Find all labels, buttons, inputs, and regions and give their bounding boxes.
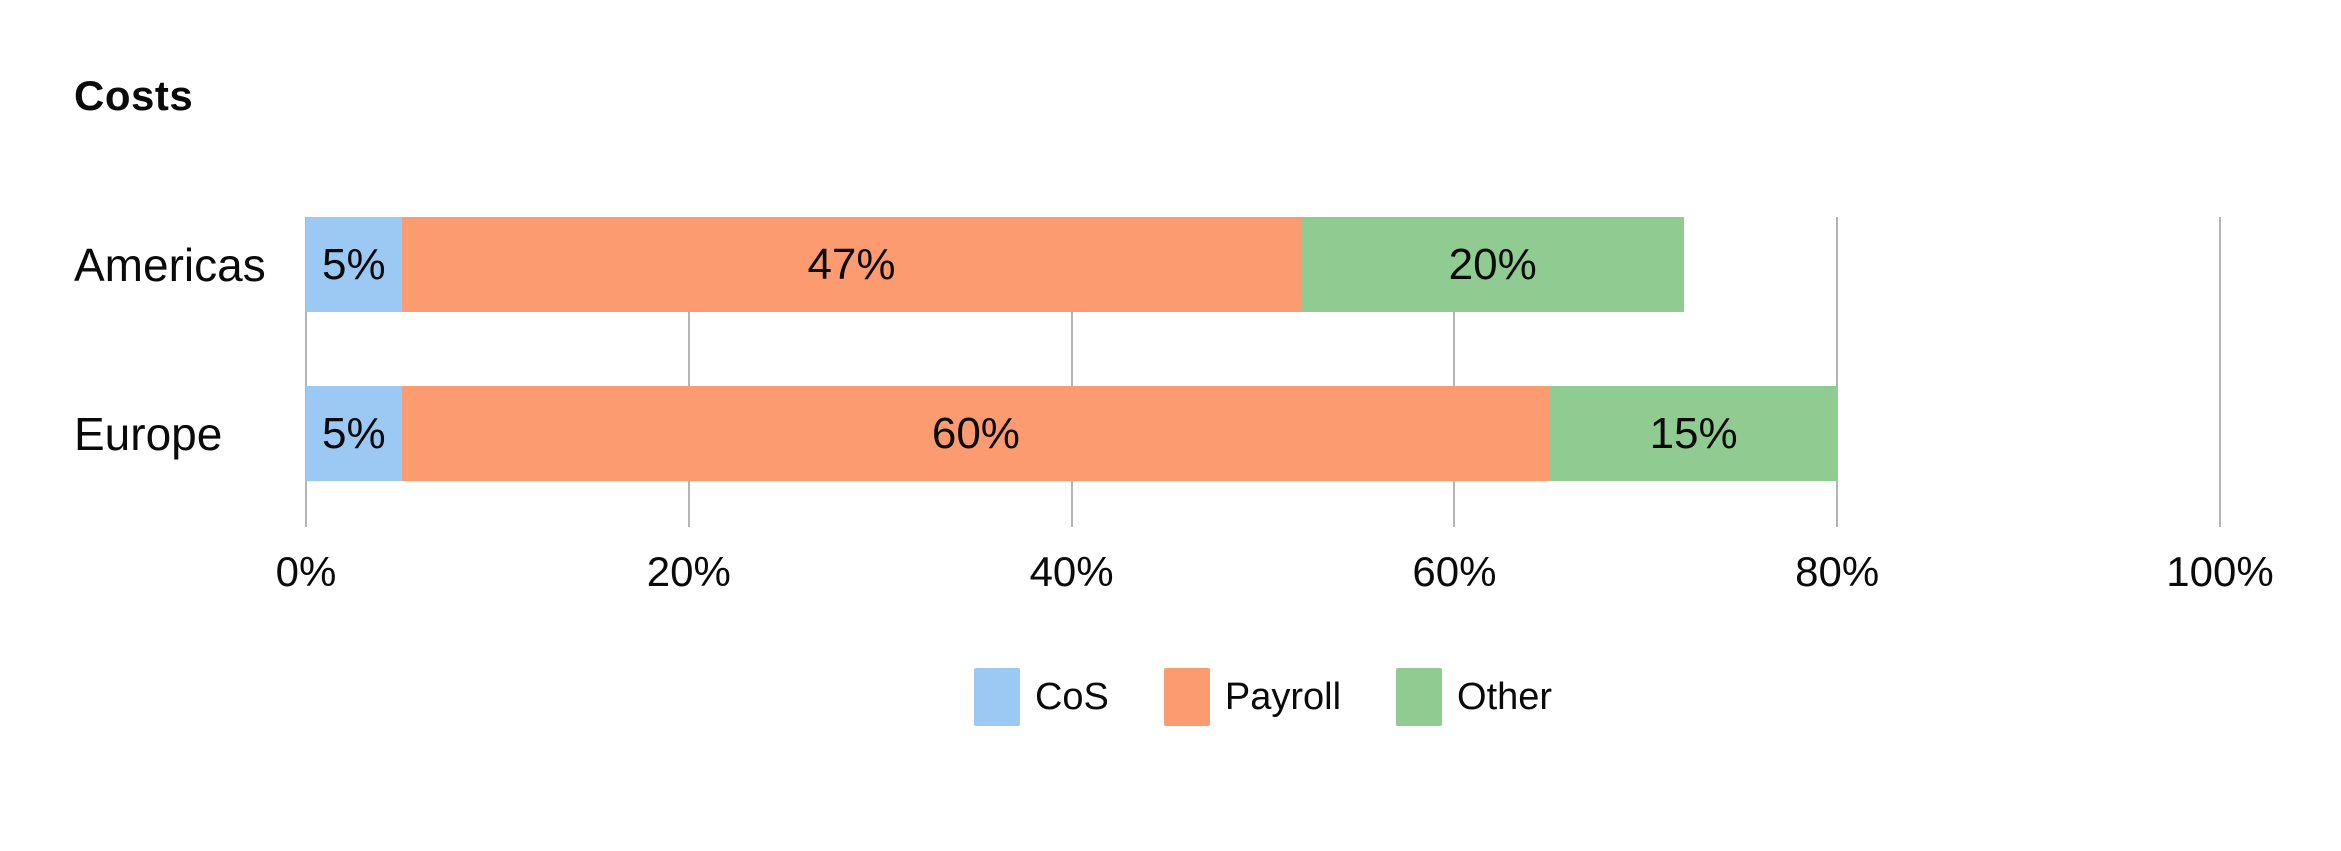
bar-segment-label: 15%: [1649, 408, 1738, 458]
bar-segment-europe-payroll: 60%: [401, 386, 1551, 481]
bar-segment-label: 5%: [322, 239, 386, 289]
x-axis-tick-label-80: 80%: [1795, 548, 1880, 595]
legend-label-other: Other: [1457, 675, 1553, 718]
x-axis-tick-label-20: 20%: [646, 548, 731, 595]
legend-item-other: Other: [1396, 668, 1552, 726]
gridline-0: [305, 217, 307, 527]
legend-label-cos: CoS: [1034, 675, 1109, 718]
bar-segment-label: 60%: [931, 408, 1020, 458]
gridline-60: [1453, 217, 1456, 527]
gridline-100: [2219, 217, 2221, 527]
legend-label-payroll: Payroll: [1224, 675, 1342, 718]
bar-segment-americas-cos: 5%: [306, 217, 402, 312]
x-axis-tick-label-60: 60%: [1412, 548, 1497, 595]
category-label-europe: Europe: [74, 407, 223, 460]
gridline-40: [1070, 217, 1073, 527]
bar-segment-americas-other: 20%: [1301, 217, 1685, 312]
bar-segment-label: 20%: [1448, 239, 1537, 289]
legend-swatch-payroll: [1163, 668, 1210, 726]
bar-row-americas: 5% 47% 20%: [306, 217, 2220, 312]
bar-row-europe: 5% 60% 15%: [306, 386, 2220, 481]
gridline-20: [687, 217, 690, 527]
x-axis-tick-label-0: 0%: [275, 548, 337, 595]
category-label-americas: Americas: [74, 238, 266, 291]
x-axis-tick-label-100: 100%: [2166, 548, 2274, 595]
x-axis-tick-label-40: 40%: [1029, 548, 1114, 595]
legend-item-cos: CoS: [973, 668, 1109, 726]
legend-item-payroll: Payroll: [1163, 668, 1342, 726]
chart-title: Costs: [74, 72, 194, 119]
gridline-80: [1836, 217, 1839, 527]
plot-area: 5% 47% 20% 5% 60% 15% 0% 20% 40% 60% 80% 100%: [276, 217, 2274, 595]
bar-segment-americas-payroll: 47%: [401, 217, 1302, 312]
bar-segment-label: 47%: [807, 239, 896, 289]
bar-segment-label: 5%: [322, 408, 386, 458]
legend-swatch-other: [1396, 668, 1443, 726]
legend-swatch-cos: [973, 668, 1020, 726]
bar-segment-europe-other: 15%: [1550, 386, 1838, 481]
bar-segment-europe-cos: 5%: [306, 386, 402, 481]
legend: CoS Payroll Other: [306, 668, 2220, 726]
